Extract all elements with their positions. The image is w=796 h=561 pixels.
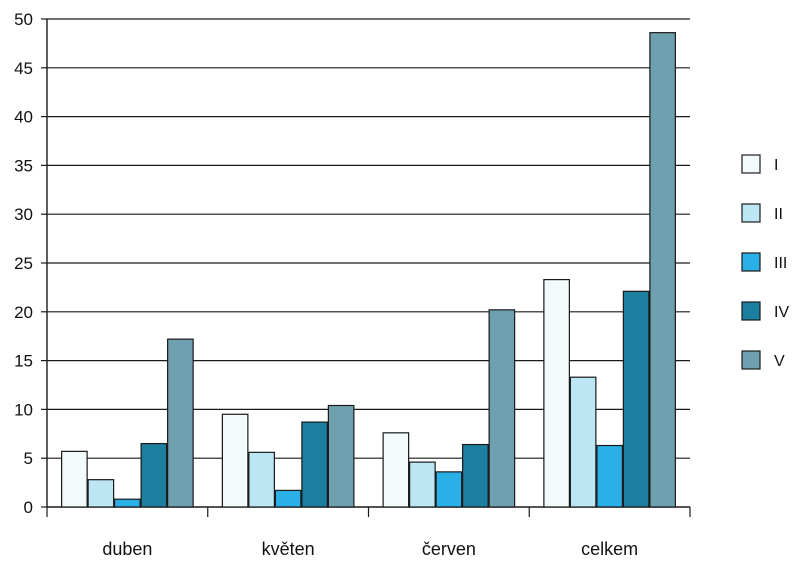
y-tick-label: 25 [14, 254, 33, 273]
bar-iii-2 [435, 471, 463, 508]
y-tick-label: 45 [14, 59, 33, 78]
legend-label: III [774, 255, 787, 272]
bar-iv-3 [622, 290, 650, 508]
bar-ii-3 [569, 376, 597, 508]
legend-swatch-i [741, 154, 761, 174]
x-category-label: duben [102, 539, 152, 559]
y-tick-label: 30 [14, 205, 33, 224]
bar-ii-1 [248, 451, 275, 508]
x-category-label: květen [262, 539, 315, 559]
legend-label: IV [774, 304, 789, 321]
bar-iv-2 [462, 443, 489, 508]
y-tick-label: 50 [14, 10, 33, 29]
bar-i-2 [382, 432, 410, 508]
bar-iii-0 [114, 498, 141, 508]
y-tick-label: 0 [24, 498, 33, 517]
bar-v-0 [167, 338, 194, 508]
y-tick-label: 5 [24, 449, 33, 468]
legend-label: V [774, 353, 785, 370]
legend-swatch-ii [741, 203, 761, 223]
bar-ii-0 [87, 479, 115, 508]
bar-v-2 [488, 309, 516, 508]
bar-v-1 [327, 404, 355, 508]
legend-label: I [774, 157, 778, 174]
x-category-label: červen [422, 539, 476, 559]
bar-iv-1 [301, 421, 328, 508]
legend-swatch-iii [741, 252, 761, 272]
bar-iv-0 [140, 442, 168, 508]
legend-label: II [774, 206, 783, 223]
bar-i-0 [61, 450, 88, 508]
bar-i-1 [221, 413, 249, 508]
bar-iii-3 [596, 444, 623, 508]
y-tick-label: 20 [14, 303, 33, 322]
x-category-label: celkem [581, 539, 638, 559]
legend-swatch-iv [741, 301, 761, 321]
y-tick-label: 10 [14, 400, 33, 419]
bar-iii-1 [274, 489, 302, 508]
y-tick-label: 15 [14, 352, 33, 371]
bar-i-3 [543, 278, 570, 508]
y-tick-label: 35 [14, 156, 33, 175]
y-tick-label: 40 [14, 108, 33, 127]
legend-swatch-v [741, 350, 761, 370]
bar-v-3 [649, 32, 676, 508]
bar-ii-2 [409, 461, 436, 508]
